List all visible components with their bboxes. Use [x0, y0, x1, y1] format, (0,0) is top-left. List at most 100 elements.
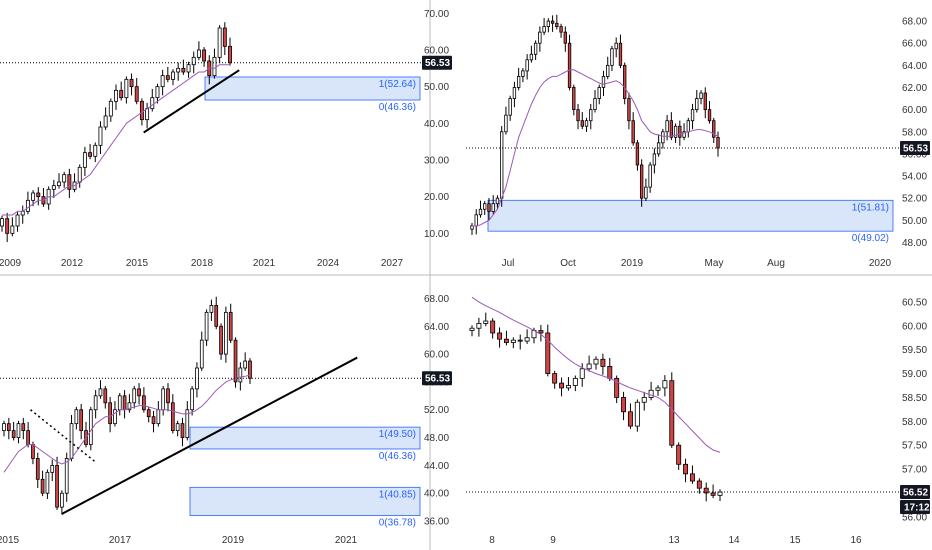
candle-body[interactable] — [114, 89, 118, 102]
candle-body[interactable] — [529, 53, 534, 61]
candle-body[interactable] — [572, 87, 576, 111]
candle-body[interactable] — [584, 120, 589, 127]
candle-body[interactable] — [217, 27, 222, 58]
candle-body[interactable] — [0, 218, 4, 227]
candle-body[interactable] — [648, 164, 652, 188]
candle-body[interactable] — [219, 325, 223, 355]
candle-body[interactable] — [631, 120, 635, 144]
candle-body[interactable] — [60, 492, 64, 508]
candle-body[interactable] — [176, 67, 181, 73]
candle-body[interactable] — [683, 463, 689, 475]
candle-body[interactable] — [139, 100, 144, 121]
candle-body[interactable] — [93, 144, 98, 157]
candle-body[interactable] — [6, 423, 11, 432]
candle-body[interactable] — [170, 402, 175, 432]
candle-body[interactable] — [57, 181, 61, 187]
candle-body[interactable] — [542, 26, 546, 33]
candle-body[interactable] — [55, 464, 59, 508]
candle-body[interactable] — [717, 491, 723, 496]
candle-body[interactable] — [122, 395, 127, 411]
trendline-0[interactable] — [61, 356, 358, 515]
candle-body[interactable] — [689, 473, 695, 482]
candle-body[interactable] — [191, 56, 196, 66]
candle-body[interactable] — [586, 363, 592, 370]
candle-body[interactable] — [233, 339, 238, 383]
candle-body[interactable] — [476, 323, 482, 329]
candle-body[interactable] — [155, 86, 160, 99]
candle-body[interactable] — [707, 109, 712, 122]
candle-body[interactable] — [190, 388, 194, 411]
candle-body[interactable] — [161, 388, 166, 411]
candle-body[interactable] — [474, 214, 478, 227]
candle-body[interactable] — [600, 358, 606, 367]
candle-body[interactable] — [550, 20, 555, 24]
candle-body[interactable] — [695, 98, 699, 111]
candle-body[interactable] — [712, 120, 716, 138]
candle-body[interactable] — [538, 330, 544, 334]
candle-body[interactable] — [517, 339, 523, 342]
candle-body[interactable] — [113, 409, 117, 425]
candle-body[interactable] — [621, 397, 627, 413]
candle-body[interactable] — [593, 358, 599, 365]
candle-body[interactable] — [669, 120, 674, 138]
candle-body[interactable] — [146, 409, 151, 418]
candle-body[interactable] — [20, 210, 25, 216]
candle-body[interactable] — [103, 115, 108, 128]
candle-body[interactable] — [627, 98, 631, 122]
candle-body[interactable] — [186, 64, 191, 73]
candle-body[interactable] — [665, 120, 669, 133]
candle-body[interactable] — [212, 56, 217, 77]
candle-body[interactable] — [5, 218, 10, 234]
candle-body[interactable] — [31, 192, 36, 201]
trendline-0[interactable] — [143, 69, 240, 134]
candle-body[interactable] — [497, 332, 503, 340]
candle-body[interactable] — [512, 87, 517, 99]
candle-body[interactable] — [185, 409, 190, 438]
candle-body[interactable] — [137, 388, 141, 397]
candle-body[interactable] — [108, 100, 113, 117]
candle-body[interactable] — [204, 311, 209, 341]
candle-body[interactable] — [627, 411, 633, 427]
candle-body[interactable] — [552, 373, 558, 384]
candle-body[interactable] — [117, 395, 122, 411]
candle-body[interactable] — [508, 98, 512, 116]
candle-body[interactable] — [495, 197, 500, 205]
candle-body[interactable] — [142, 395, 146, 411]
candle-body[interactable] — [103, 388, 108, 404]
candle-body[interactable] — [559, 382, 565, 389]
candle-body[interactable] — [579, 368, 585, 379]
candle-body[interactable] — [62, 174, 67, 183]
candle-body[interactable] — [555, 22, 559, 28]
candle-body[interactable] — [98, 388, 103, 397]
candle-body[interactable] — [31, 444, 35, 459]
candle-body[interactable] — [199, 339, 204, 369]
candle-body[interactable] — [11, 430, 16, 438]
candle-body[interactable] — [25, 199, 30, 212]
candle-body[interactable] — [597, 87, 601, 99]
candle-body[interactable] — [156, 409, 161, 425]
candle-body[interactable] — [175, 423, 180, 432]
candle-body[interactable] — [88, 152, 93, 157]
candle-body[interactable] — [669, 380, 675, 446]
candle-body[interactable] — [607, 366, 613, 379]
candle-body[interactable] — [682, 131, 686, 138]
candle-body[interactable] — [478, 208, 483, 216]
candle-body[interactable] — [26, 430, 30, 445]
candle-body[interactable] — [145, 108, 150, 121]
candle-body[interactable] — [504, 114, 508, 133]
chart-panel-weekly[interactable]: 1(49.50) 0(46.36) 1(40.85) 0(36.78) 68.00 64.… — [0, 294, 452, 546]
candle-body[interactable] — [108, 402, 112, 425]
candle-body[interactable] — [129, 78, 134, 88]
candle-body[interactable] — [686, 120, 690, 133]
candle-body[interactable] — [661, 131, 665, 144]
candle-body[interactable] — [209, 304, 214, 313]
candle-body[interactable] — [180, 423, 185, 438]
candle-body[interactable] — [639, 164, 644, 199]
candle-body[interactable] — [469, 327, 475, 331]
candle-body[interactable] — [79, 409, 84, 432]
candle-body[interactable] — [533, 42, 538, 55]
candle-body[interactable] — [160, 75, 165, 88]
candle-body[interactable] — [67, 174, 72, 190]
candle-body[interactable] — [228, 311, 233, 341]
candle-body[interactable] — [565, 385, 571, 389]
